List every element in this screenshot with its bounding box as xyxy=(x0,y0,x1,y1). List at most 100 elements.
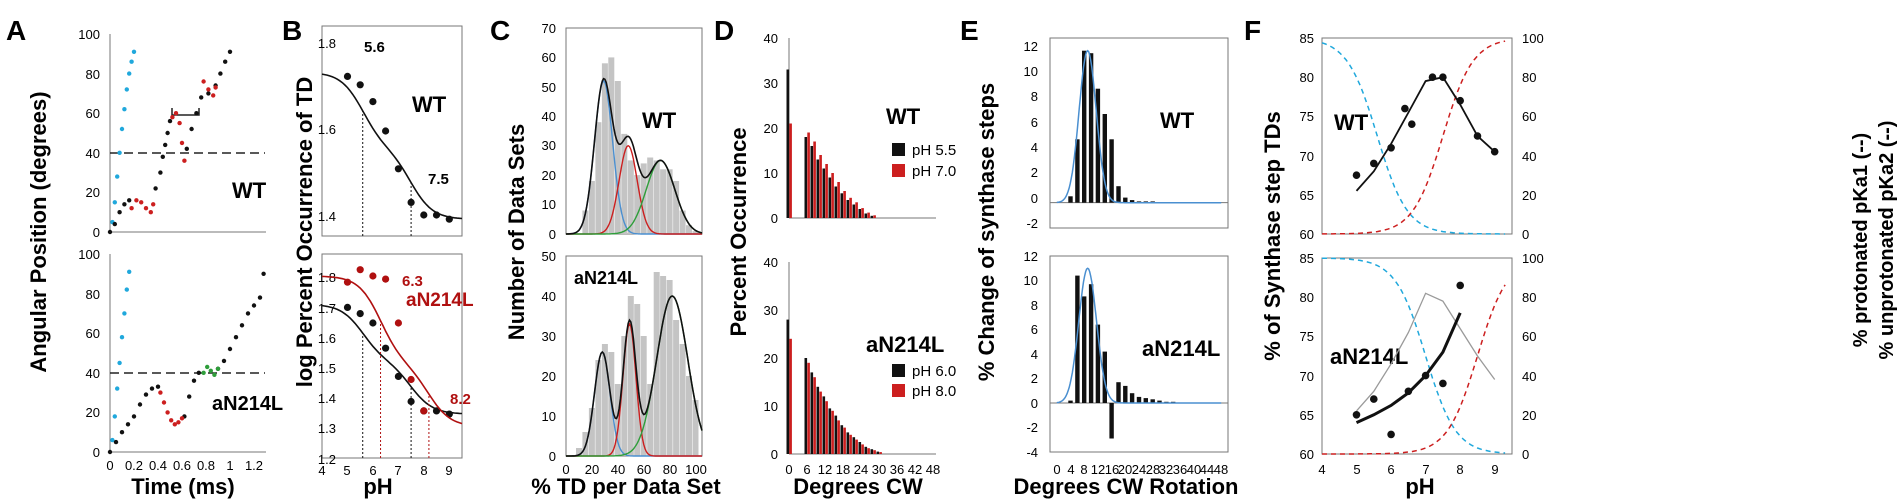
data-point xyxy=(1456,96,1464,105)
histogram-bar xyxy=(647,157,654,234)
histogram-bar-pH80 xyxy=(819,391,822,454)
panel-b-bottom-annotation-pka1: 6.3 xyxy=(402,273,423,290)
y-tick-label: 0 xyxy=(549,449,556,464)
data-point-WT xyxy=(432,211,441,219)
histogram-bar xyxy=(1150,399,1155,403)
data-point-WT xyxy=(420,211,428,219)
y-tick-label: 20 xyxy=(86,185,100,200)
y-tick-label: 0 xyxy=(771,211,778,226)
panel-f-bottom-frame xyxy=(1321,257,1513,455)
y-tick-label: 40 xyxy=(542,109,556,124)
data-point-WT xyxy=(382,344,390,352)
histogram-bar-pH80 xyxy=(831,410,834,454)
histogram-bar xyxy=(1123,197,1128,203)
data-point xyxy=(1370,159,1378,168)
histogram-bar-pH55 xyxy=(786,69,790,218)
legend-label: pH 6.0 xyxy=(912,363,956,380)
x-tick-label: 4 xyxy=(318,463,325,478)
x-tick-label: 0 xyxy=(562,462,569,477)
y-tick-label: 60 xyxy=(1300,227,1314,242)
data-point-red xyxy=(179,140,185,146)
y-tick-label: 40 xyxy=(542,289,556,304)
histogram-bar xyxy=(692,400,699,456)
histogram-bar-pH70 xyxy=(825,164,828,218)
panel-f-xticks: 4 5 6 7 8 9 xyxy=(1318,462,1498,477)
histogram-bar xyxy=(640,336,647,456)
histogram-bar xyxy=(660,169,667,234)
legend-swatch xyxy=(892,384,905,397)
data-point-red xyxy=(173,111,179,116)
pka2-unprotonated-curve xyxy=(1322,40,1506,235)
data-point-red xyxy=(179,416,185,421)
panel-c-bottom-marks xyxy=(566,272,703,457)
x-tick-label: 30 xyxy=(872,462,886,477)
panel-e-top-frame xyxy=(1049,37,1229,229)
histogram-bar xyxy=(1123,385,1128,403)
data-point-black xyxy=(165,130,170,136)
panel-d-top-label: WT xyxy=(886,104,921,129)
data-point-WT xyxy=(369,319,377,327)
histogram-bar-pH55 xyxy=(822,168,826,218)
x-tick-label: 4 xyxy=(1067,462,1074,477)
y-tick-label: 1.4 xyxy=(318,391,336,406)
histogram-bar xyxy=(666,280,673,456)
data-point-red xyxy=(165,410,170,415)
data-point-black xyxy=(117,210,122,215)
data-point-blue xyxy=(110,437,115,443)
data-point-black xyxy=(227,346,233,352)
panel-b-letter: B xyxy=(282,15,302,46)
y-tick-label: 40 xyxy=(764,255,778,270)
legend-label: pH 5.5 xyxy=(912,142,956,159)
y-tick-label: 1.7 xyxy=(318,301,336,316)
data-point-red xyxy=(169,418,174,423)
y-tick-label: 8 xyxy=(1031,298,1038,313)
data-point-red xyxy=(182,158,187,163)
y-tick-label: -2 xyxy=(1026,420,1038,435)
panel-b-bottom-frame xyxy=(321,253,463,459)
data-point-black xyxy=(125,422,131,427)
y-tick-label: 10 xyxy=(764,166,778,181)
histogram-bar xyxy=(1109,139,1114,203)
histogram-bar-pH60 xyxy=(786,319,790,454)
data-point-red xyxy=(201,79,206,84)
x-tick-label: 6 xyxy=(1387,462,1394,477)
y-tick-label: 80 xyxy=(86,67,100,82)
panel-c-top-plot: WT 0 10 20 30 40 50 60 70 xyxy=(542,21,703,242)
panel-a: A Angular Position (degrees) Time (ms) W… xyxy=(6,15,283,499)
y2-tick-label: 40 xyxy=(1522,369,1536,384)
x-tick-label: 0 xyxy=(785,462,792,477)
panel-c-letter: C xyxy=(490,15,510,46)
data-point-WT xyxy=(407,198,415,206)
data-point-black xyxy=(155,384,161,389)
data-point-black xyxy=(245,311,251,316)
panel-c-top-label: WT xyxy=(642,108,677,133)
y-tick-label: 60 xyxy=(86,326,100,341)
histogram-bar-pH80 xyxy=(855,439,858,454)
gaussian-sum-curve xyxy=(565,77,703,235)
histogram-bar xyxy=(1129,200,1135,203)
y-tick-label: 1.6 xyxy=(318,331,336,346)
y-tick-label: -2 xyxy=(1026,216,1038,231)
y-tick-label: 80 xyxy=(1300,290,1314,305)
data-point-aN214L xyxy=(343,278,352,286)
fit-curve-WT xyxy=(321,304,463,415)
histogram-bar-pH80 xyxy=(825,401,828,454)
y2-tick-label: 40 xyxy=(1522,149,1536,164)
histogram-bar xyxy=(1116,186,1121,203)
y2-tick-label: 60 xyxy=(1522,329,1536,344)
histogram-bar-pH80 xyxy=(849,434,852,454)
y-tick-label: 1.6 xyxy=(318,122,336,137)
panel-e-ylabel: % Change of synthase steps xyxy=(974,83,999,381)
data-point-black xyxy=(122,202,127,207)
panel-b-top-yticks: 1.4 1.6 1.8 xyxy=(318,36,336,224)
panel-d-xlabel: Degrees CW xyxy=(793,474,923,499)
data-point xyxy=(1421,371,1430,380)
data-point-blue xyxy=(124,87,129,92)
data-point-black xyxy=(149,386,155,391)
histogram-bar xyxy=(627,296,634,456)
panel-b-bottom-yticks: 1.2 1.3 1.4 1.5 1.6 1.7 1.8 xyxy=(318,270,336,467)
panel-c-bottom-label: aN214L xyxy=(574,268,638,288)
y-tick-label: 12 xyxy=(1024,249,1038,264)
histogram-bar xyxy=(1095,88,1101,203)
panel-e-top-yticks: -2 0 2 4 6 8 10 12 xyxy=(1024,39,1038,231)
